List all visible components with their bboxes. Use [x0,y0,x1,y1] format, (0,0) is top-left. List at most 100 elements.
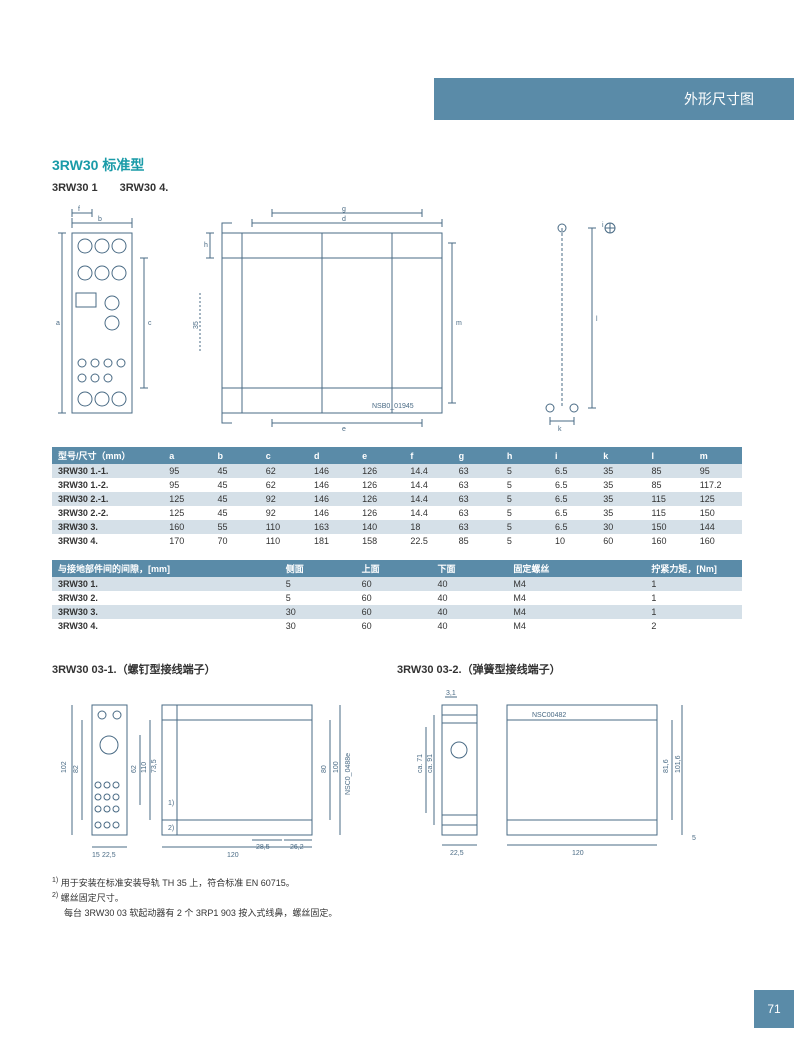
d31: 3,1 [446,690,456,697]
table-cell: 60 [597,534,645,548]
table-header: d [308,447,356,464]
table-cell: 10 [549,534,597,548]
table-cell: 3RW30 4. [52,534,163,548]
diagram-spring-terminal: 3,1 NSC00482 ca. 71 ca. 91 22,5 120 81,6… [412,685,712,865]
dim-b: b [98,216,102,223]
dim-35: 35 [193,321,200,329]
table-cell: 160 [694,534,742,548]
table-cell: 22.5 [404,534,452,548]
table-cell: 117.2 [694,478,742,492]
table-header: l [645,447,693,464]
table-cell: 146 [308,506,356,520]
footnotes: 1) 用于安装在标准安装导轨 TH 35 上，符合标准 EN 60715。 2)… [52,875,742,920]
table-cell: 5 [501,506,549,520]
footnote-3: 每台 3RW30 03 软起动器有 2 个 3RP1 903 按入式线鼻，螺丝固… [64,908,337,918]
dim-h: h [204,242,208,249]
table-cell: 63 [453,506,501,520]
table-header: 上面 [356,560,432,577]
dim-i: i [602,222,604,229]
diagram-front: b f a c [52,203,162,433]
table-cell: 85 [645,478,693,492]
table-cell: 1 [645,577,742,591]
table-cell: 126 [356,478,404,492]
page-content: 3RW30 标准型 3RW30 1 3RW30 4. b f [0,0,794,920]
nsc2: NSC00482 [532,712,566,719]
diagrams-top-row: b f a c h d g [52,203,742,433]
ca91: ca. 91 [427,754,434,773]
table-cell: 181 [308,534,356,548]
table-cell: 1 [645,605,742,619]
d82: 82 [73,765,80,773]
table-cell: 146 [308,492,356,506]
d110: 110 [141,762,148,773]
table-cell: M4 [507,619,645,633]
diagram-mount: i l k [502,203,622,433]
page-number: 71 [754,990,794,1028]
table-cell: 3RW30 3. [52,605,280,619]
d225a: 22,5 [102,852,116,859]
dim-g: g [342,206,346,213]
table-cell: 95 [163,478,211,492]
table-cell: 160 [645,534,693,548]
table-cell: M4 [507,605,645,619]
d285: 28,5 [256,844,270,851]
dim-c: c [148,320,152,327]
table-cell: 63 [453,520,501,534]
table-header: g [453,447,501,464]
table-row: 3RW30 2.-1.125459214612614.46356.5351151… [52,492,742,506]
table-cell: 126 [356,506,404,520]
d80: 80 [321,765,328,773]
table-cell: 115 [645,492,693,506]
table-cell: 6.5 [549,520,597,534]
table-cell: 18 [404,520,452,534]
table-header: k [597,447,645,464]
table-cell: 126 [356,492,404,506]
table-cell: 45 [212,506,260,520]
table-cell: 30 [280,605,356,619]
table-cell: 6.5 [549,492,597,506]
table-cell: 3RW30 1.-1. [52,464,163,478]
table-row: 3RW30 2.-2.125459214612614.46356.5351151… [52,506,742,520]
table-cell: 45 [212,464,260,478]
table-cell: 5 [501,492,549,506]
table-cell: 63 [453,492,501,506]
d120b: 120 [572,850,584,857]
table-cell: 2 [645,619,742,633]
sec2-right-title: 3RW30 03-2.（弹簧型接线端子） [397,661,742,677]
diagram-screw-terminal: 102 82 62 110 73,5 1) 15 22,5 120 28,5 2… [52,685,372,865]
note1: 1) [168,800,174,807]
table-cell: 40 [431,577,507,591]
table-cell: 92 [260,506,308,520]
table-cell: 14.4 [404,478,452,492]
d62: 62 [131,765,138,773]
table-cell: 92 [260,492,308,506]
d120a: 120 [227,852,239,859]
diagram-side: h d g e m 35 NSB0_01945 [192,203,472,433]
table-cell: 3RW30 2.-2. [52,506,163,520]
dim-f: f [78,206,80,213]
section2-titles: 3RW30 03-1.（螺钉型接线端子） 3RW30 03-2.（弹簧型接线端子… [52,645,742,685]
table-cell: 70 [212,534,260,548]
table-cell: 3RW30 2. [52,591,280,605]
table-row: 3RW30 1.-2.95456214612614.46356.53585117… [52,478,742,492]
d735: 73,5 [151,759,158,773]
table-cell: 3RW30 4. [52,619,280,633]
table-cell: 5 [280,591,356,605]
table-header: e [356,447,404,464]
table-header: i [549,447,597,464]
table-cell: 3RW30 1. [52,577,280,591]
table-cell: 158 [356,534,404,548]
table-cell: 35 [597,492,645,506]
table-cell: 40 [431,591,507,605]
table-header: 型号/尺寸（mm） [52,447,163,464]
table-cell: 110 [260,534,308,548]
table-cell: 45 [212,492,260,506]
table-cell: 1 [645,591,742,605]
table-cell: 14.4 [404,506,452,520]
table-row: 3RW30 3.16055110163140186356.530150144 [52,520,742,534]
table-cell: 163 [308,520,356,534]
table-header: 侧面 [280,560,356,577]
table-cell: 5 [501,520,549,534]
diagrams-bottom-row: 102 82 62 110 73,5 1) 15 22,5 120 28,5 2… [52,685,742,865]
table-cell: 125 [163,506,211,520]
